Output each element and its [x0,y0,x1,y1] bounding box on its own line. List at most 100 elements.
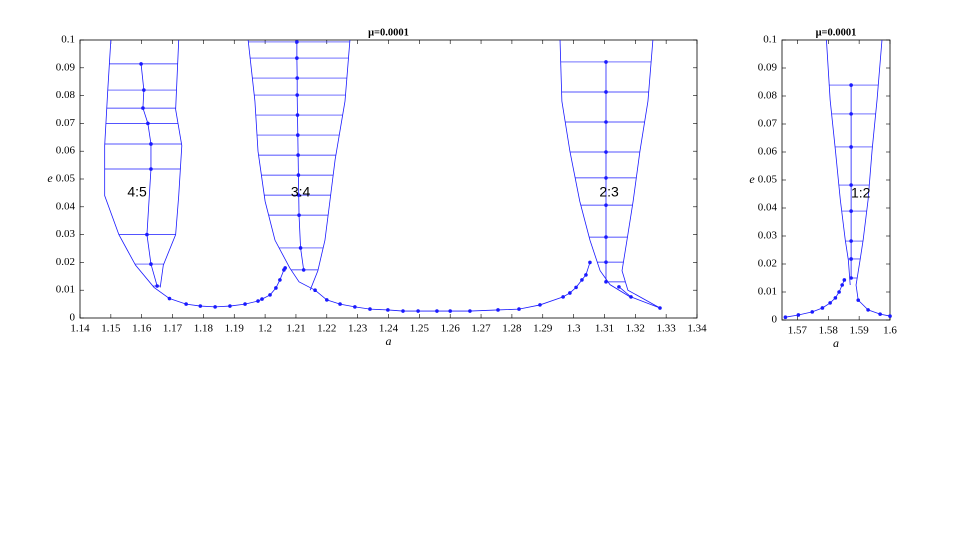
annotation: 1:2 [851,185,871,201]
center-point [295,56,299,60]
y-tick-label: 0.01 [758,286,777,298]
y-tick-label: 0.08 [56,89,76,101]
x-tick-label: 1.6 [883,325,897,337]
chain-point [568,291,572,295]
x-tick-label: 1.15 [101,323,121,335]
x-tick-label: 1.34 [687,323,707,335]
y-tick-label: 0.07 [56,117,76,129]
center-point [849,209,853,213]
y-tick-label: 0.07 [758,118,778,130]
center-point [849,183,853,187]
chain-point [496,308,500,312]
x-tick-label: 1.29 [533,323,553,335]
center-point [295,76,299,80]
chain-point [283,266,287,270]
annotation: 4:5 [127,184,147,200]
chain-point [580,278,584,282]
y-tick-label: 0 [772,314,778,326]
chain-point [878,312,882,316]
y-tick-label: 0.08 [758,90,778,102]
center-line [296,41,305,270]
chain-point [260,297,264,301]
x-tick-label: 1.17 [163,323,183,335]
chart-title: μ=0.0001 [368,27,409,38]
x-axis-label: a [833,336,839,350]
center-point [301,268,306,272]
x-tick-label: 1.18 [194,323,214,335]
right-boundary [855,39,883,301]
chain-point [278,278,282,282]
chain-point [274,286,278,290]
center-point [296,173,301,177]
chain-point [325,298,329,302]
chain-point [840,283,844,287]
left-boundary [247,39,316,291]
left-boundary [826,39,851,286]
center-point [849,239,853,243]
center-point [139,62,143,66]
chain-point [837,290,841,294]
chain-point [268,293,272,297]
x-tick-label: 1.58 [819,325,839,337]
chain-point [561,295,565,299]
center-point [849,257,853,261]
center-point [297,213,301,217]
x-tick-label: 1.21 [286,323,305,335]
chain-point [468,309,472,313]
y-tick-label: 0.03 [758,230,778,242]
x-tick-label: 1.19 [225,323,245,335]
right-boundary [159,39,183,288]
y-tick-label: 0.04 [56,200,76,212]
center-point [604,90,608,94]
y-tick-label: 0.09 [758,62,778,74]
center-point [295,113,300,117]
center-point [155,284,159,288]
x-tick-label: 1.3 [567,323,581,335]
y-tick-label: 0.05 [56,173,76,185]
center-point [604,176,608,180]
right-boundary [621,39,661,309]
y-tick-label: 0.06 [56,145,76,157]
chain-point [448,309,453,313]
chain-point [856,298,861,302]
chain-point [386,308,390,312]
center-point [298,246,303,250]
x-tick-label: 1.25 [410,323,430,335]
x-tick-label: 1.59 [850,325,870,337]
center-point [142,88,146,92]
chain-point [167,296,172,301]
chain-point [810,310,815,314]
y-tick-label: 0 [70,312,76,324]
x-tick-label: 1.26 [441,323,461,335]
chain-point [783,315,788,320]
y-axis-label: e [749,172,755,186]
center-point [849,276,853,280]
x-tick-label: 1.24 [379,323,399,335]
center-point [141,106,145,110]
y-tick-label: 0.02 [758,258,777,270]
x-tick-label: 1.2 [258,323,272,335]
center-point [604,150,608,154]
center-point [604,60,608,64]
y-tick-label: 0.09 [56,61,76,73]
annotation: 3:4 [291,184,311,200]
chain-point [313,288,317,293]
chain-point [796,313,801,317]
center-point [604,235,608,239]
left-boundary [104,39,170,299]
chain-point [243,302,247,306]
x-axis-label: a [386,334,392,348]
left-boundary [559,39,631,298]
plot-area [781,39,891,321]
center-point [296,153,300,157]
y-tick-label: 0.1 [763,34,777,46]
plot-area [79,39,698,319]
separatrix-chain [857,299,891,317]
x-tick-label: 1.16 [132,323,152,335]
chain-point [416,309,420,313]
x-tick-label: 1.23 [348,323,368,335]
center-point [604,203,608,207]
center-point [849,83,853,87]
x-tick-label: 1.22 [317,323,336,335]
